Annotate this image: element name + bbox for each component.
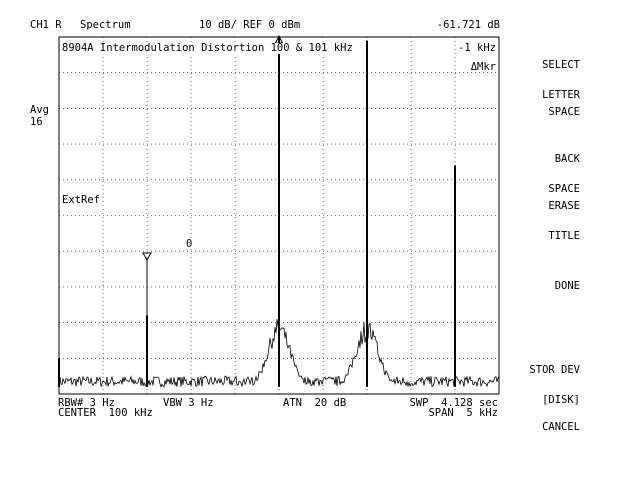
softkey-line: LETTER [542,89,580,101]
softkey-line: BACK [554,153,580,165]
softkey-stor-dev[interactable]: STOR DEV [DISK] [506,345,580,425]
vbw-label: VBW 3 Hz [163,397,214,409]
softkey-line: DONE [554,280,580,292]
marker-readout: -61.721 dB [436,19,500,31]
swp-label: SWP 4.128 sec [409,397,498,409]
extref-label: ExtRef [62,194,100,206]
plot-title: 8904A Intermodulation Distortion 100 & 1… [62,42,353,54]
softkey-line: SELECT [542,59,580,71]
rbw-label: RBW# 3 Hz [58,397,115,409]
span-label: SPAN 5 kHz [428,407,498,419]
softkey-line: SPACE [548,183,580,195]
delta-marker-label: ΔMkr [470,61,496,73]
softkey-cancel[interactable]: CANCEL [506,402,580,452]
marker-group [142,34,284,387]
marker-zero-label: 0 [186,238,193,250]
softkey-space[interactable]: SPACE [506,87,580,137]
spectrum-trace-group [58,37,500,388]
scale-ref-label: 10 dB/ REF 0 dBm [199,19,301,31]
atn-label: ATN 20 dB [283,397,347,409]
avg-count: 16 [30,116,43,128]
softkey-line: SPACE [548,106,580,118]
delta-readout: -1 kHz [458,42,496,54]
softkey-line: [DISK] [542,394,580,406]
center-freq-label: CENTER 100 kHz [58,407,153,419]
avg-label: Avg [30,104,49,116]
channel-label: CH1 R [30,19,62,31]
softkey-line: TITLE [548,230,580,242]
marker-triangle-down [142,252,152,262]
softkey-line: CANCEL [542,421,580,433]
softkey-back-space[interactable]: BACK SPACE [506,134,580,214]
softkey-done[interactable]: DONE [506,261,580,311]
softkey-line: STOR DEV [529,364,580,376]
softkey-erase-title[interactable]: ERASE TITLE [506,181,580,261]
measurement-label: Spectrum [80,19,131,31]
softkey-line: ERASE [548,200,580,212]
softkey-select-letter[interactable]: SELECT LETTER [506,40,580,120]
